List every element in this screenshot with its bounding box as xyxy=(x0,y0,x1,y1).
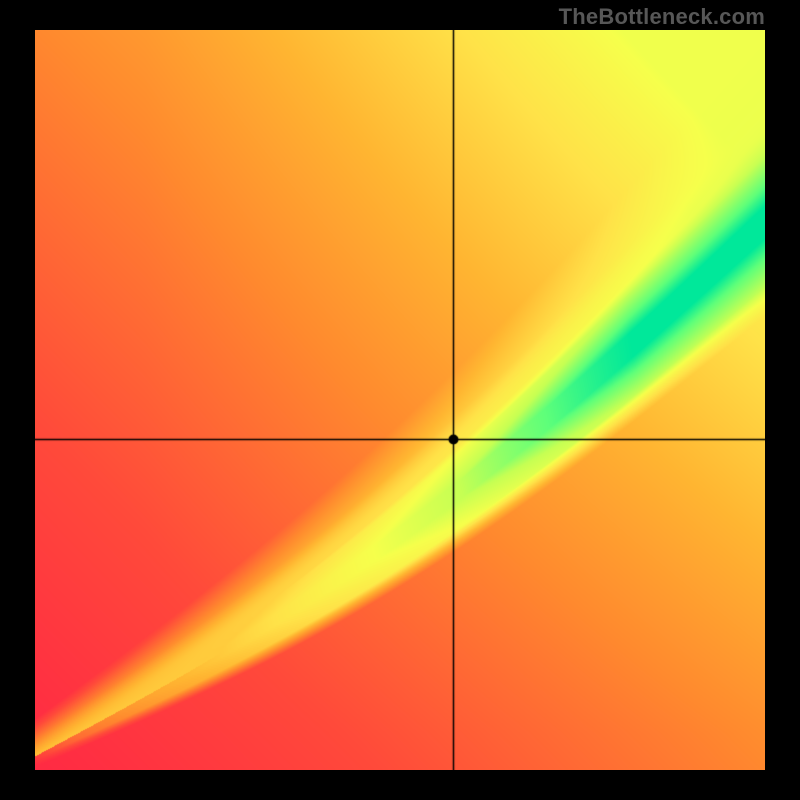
watermark-text: TheBottleneck.com xyxy=(559,4,765,30)
heatmap-canvas xyxy=(35,30,765,770)
chart-container: TheBottleneck.com xyxy=(0,0,800,800)
